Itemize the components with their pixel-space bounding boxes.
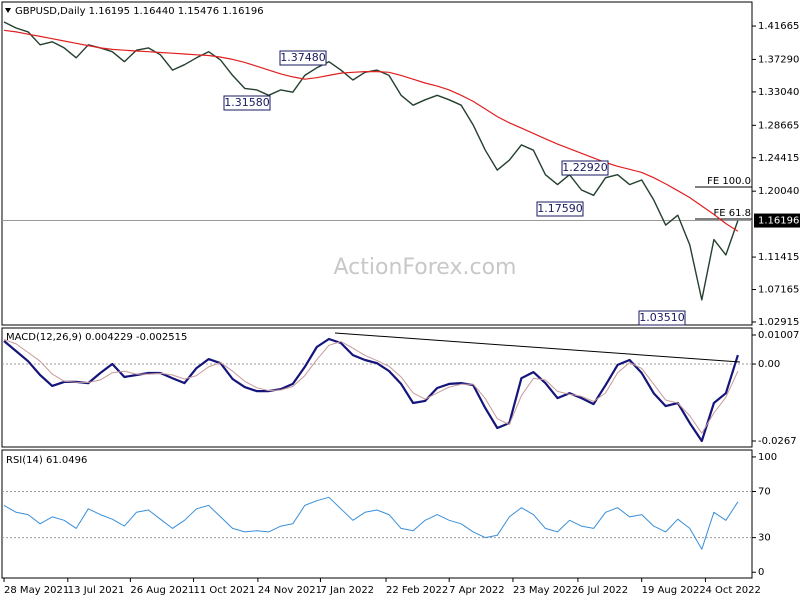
annotation-box bbox=[279, 50, 327, 66]
annotation: 1.22920 bbox=[562, 161, 608, 174]
annotation-box bbox=[223, 95, 271, 111]
annotation-box bbox=[638, 310, 686, 326]
y-tick-label: 0.010071 bbox=[758, 330, 800, 341]
x-tick-label: 24 Nov 2021 bbox=[258, 585, 322, 596]
current-price-label: 1.16196 bbox=[758, 216, 799, 227]
watermark: ActionForex.com bbox=[334, 255, 517, 280]
annotation-box bbox=[561, 160, 609, 176]
y-tick-label: 70 bbox=[758, 487, 771, 498]
x-tick-label: 22 Feb 2022 bbox=[386, 585, 448, 596]
x-tick-label: 7 Jan 2022 bbox=[320, 585, 374, 596]
x-tick-label: 11 Oct 2021 bbox=[194, 585, 256, 596]
y-tick-label: 1.24415 bbox=[758, 153, 799, 164]
y-tick-label: 1.41665 bbox=[758, 21, 799, 32]
current-price-box bbox=[754, 213, 800, 228]
x-tick-label: 23 May 2022 bbox=[513, 585, 578, 596]
macd-trendline bbox=[334, 332, 741, 363]
rsi-title: RSI(14) 61.0496 bbox=[6, 455, 87, 466]
fe-label: FE 100.0 bbox=[707, 176, 751, 187]
y-tick-label: 1.20040 bbox=[758, 186, 799, 197]
x-tick-label: 7 Apr 2022 bbox=[449, 585, 504, 596]
annotation: 1.31580 bbox=[224, 96, 270, 109]
y-tick-label: 1.02915 bbox=[758, 317, 799, 328]
annotation-box bbox=[536, 201, 584, 217]
y-tick-label: 1.07165 bbox=[758, 285, 799, 296]
x-tick-label: 13 Jul 2021 bbox=[68, 585, 125, 596]
x-tick-label: 19 Aug 2022 bbox=[642, 585, 706, 596]
annotation: 1.37480 bbox=[280, 51, 326, 64]
y-tick-label: 1.11415 bbox=[758, 252, 799, 263]
panel-frame bbox=[1, 1, 753, 326]
y-tick-label: 1.28665 bbox=[758, 120, 799, 131]
y-tick-label: 100 bbox=[758, 452, 777, 463]
series-line bbox=[3, 339, 739, 434]
chart-title: GBPUSD,Daily 1.16195 1.16440 1.15476 1.1… bbox=[15, 6, 264, 17]
y-tick-label: 0 bbox=[758, 567, 764, 578]
annotation: 1.17590 bbox=[537, 202, 583, 215]
panel-frame bbox=[1, 327, 753, 448]
series-line bbox=[3, 337, 739, 443]
macd-title: MACD(12,26,9) 0.004229 -0.002515 bbox=[6, 332, 187, 343]
x-tick-label: 28 May 2021 bbox=[4, 585, 69, 596]
annotation: 1.03510 bbox=[639, 311, 685, 324]
y-tick-label: 1.37290 bbox=[758, 54, 799, 65]
y-tick-label: 1.33040 bbox=[758, 87, 799, 98]
x-tick-label: 26 Aug 2021 bbox=[130, 585, 194, 596]
x-tick-label: 4 Oct 2022 bbox=[705, 585, 760, 596]
y-tick-label: 0.00 bbox=[758, 359, 780, 370]
menu-icon bbox=[5, 8, 11, 13]
fe-label: FE 61.8 bbox=[713, 208, 751, 219]
y-tick-label: -0.0267 bbox=[758, 436, 797, 447]
panel-frame bbox=[1, 449, 753, 579]
series-line bbox=[3, 496, 739, 550]
x-tick-label: 6 Jul 2022 bbox=[578, 585, 628, 596]
series-line bbox=[3, 29, 739, 232]
y-tick-label: 30 bbox=[758, 533, 771, 544]
